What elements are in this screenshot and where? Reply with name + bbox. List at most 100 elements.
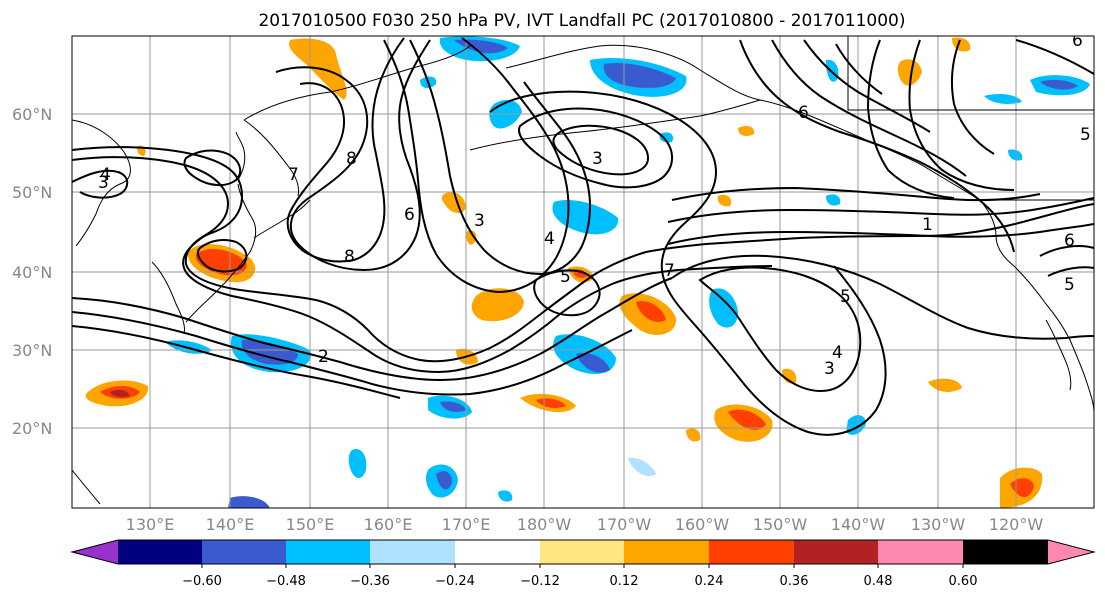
contour-label: 5 [840, 287, 851, 307]
contour-label: 1 [922, 215, 933, 235]
pv-negative-anomaly [984, 94, 1022, 104]
contour-line [951, 39, 995, 155]
contour-line [72, 311, 633, 396]
pv-negative-anomaly [1040, 79, 1078, 90]
baja-coast [1045, 319, 1072, 391]
pv-negative-anomaly [348, 448, 367, 479]
alaska-coast [505, 44, 981, 201]
contour-line [671, 186, 1041, 202]
colorbar-tick-label: 0.36 [780, 574, 809, 589]
contour-label: 3 [474, 211, 485, 231]
contour-line [518, 107, 673, 189]
contour-line [1039, 245, 1094, 257]
pv-negative-anomaly [436, 471, 452, 490]
pv-positive-anomaly [110, 389, 130, 398]
contour-line [552, 124, 650, 176]
lon-label: 130°E [126, 515, 175, 534]
pv-negative-anomaly [826, 194, 841, 206]
contour-label: 4 [832, 343, 843, 363]
colorbar-tick-label: −0.36 [350, 574, 390, 589]
contour-label: 3 [98, 173, 109, 193]
contour-line [489, 90, 887, 436]
lon-label: 130°W [911, 515, 966, 534]
pv-positive-anomaly [686, 428, 701, 442]
pv-negative-anomaly [228, 496, 270, 508]
contour-line [667, 197, 1094, 223]
longitude-labels: 130°E 140°E 150°E 160°E 170°E 180°W 170°… [126, 515, 1044, 534]
colorbar-segment [709, 540, 794, 564]
contour-label: 6 [404, 205, 415, 225]
contour-line [667, 223, 1094, 245]
colorbar-tick-label: 0.60 [949, 574, 978, 589]
west-pacific-islands [72, 469, 101, 505]
pv-positive-anomaly [738, 126, 755, 136]
contour-line [771, 39, 967, 177]
contour-line [1047, 266, 1094, 277]
contour-line [72, 325, 401, 399]
contour-line [533, 269, 601, 317]
lon-label: 180°W [517, 515, 572, 534]
colorbar-segment [202, 540, 286, 564]
colorbar-tick-label: −0.60 [182, 574, 222, 589]
contour-line [286, 37, 405, 263]
contour-line [908, 39, 1015, 191]
colorbar-segment [540, 540, 624, 564]
colorbar-tick-label: 0.24 [695, 574, 724, 589]
pv-negative-anomaly [1008, 149, 1023, 161]
contour-label: 3 [824, 359, 835, 379]
lon-label: 170°W [597, 515, 652, 534]
colorbar-ticks [201, 564, 964, 568]
coastlines [72, 36, 1094, 505]
lon-label: 160°W [675, 515, 730, 534]
contour-line [196, 239, 248, 273]
pv-positive-anomaly [928, 378, 962, 392]
colorbar-tick-label: −0.48 [266, 574, 306, 589]
colorbar-segment [370, 540, 455, 564]
contour-label: 8 [346, 149, 357, 169]
pv-negative-anomaly [628, 457, 656, 477]
korea-coast [151, 261, 185, 335]
pv-negative-anomaly [241, 339, 298, 365]
japan-coast [185, 183, 257, 323]
kamchatka-coast [243, 119, 299, 197]
contour-line [383, 37, 570, 294]
asia-coast [72, 119, 131, 247]
kuril-islands [253, 199, 311, 239]
pv-negative-anomaly [498, 490, 513, 502]
contour-line [1015, 39, 1094, 75]
lon-label: 170°E [442, 515, 491, 534]
contour-line [72, 156, 773, 374]
ivt-contours [72, 37, 1094, 436]
contour-line [72, 169, 129, 199]
contour-label: 8 [344, 247, 355, 267]
pv-negative-anomaly [659, 132, 674, 143]
map-area: 3 4 7 8 6 8 3 4 5 3 7 1 5 3 4 2 6 5 6 5 … [72, 36, 1094, 508]
colorbar-tick-label: −0.12 [520, 574, 560, 589]
colorbar-segment [963, 540, 1048, 564]
contour-label: 3 [592, 149, 603, 169]
pv-positive-anomaly [466, 230, 477, 245]
lon-label: 140°W [831, 515, 886, 534]
contour-label: 4 [100, 165, 111, 185]
sakhalin-coast [235, 131, 246, 181]
contour-line [275, 39, 431, 272]
colorbar-outline [70, 539, 1096, 565]
colorbar-tick-label: 0.12 [610, 574, 639, 589]
contour-label: 7 [664, 261, 675, 281]
contour-line [72, 146, 1094, 363]
colorbar-tick-label: −0.24 [435, 574, 475, 589]
map-frame [71, 35, 1095, 509]
contour-label: 7 [288, 165, 299, 185]
lon-label: 150°W [753, 515, 808, 534]
lon-label: 140°E [206, 515, 255, 534]
contour-label: 5 [1080, 125, 1091, 145]
contour-line [803, 39, 931, 133]
pv-negative-anomaly [709, 288, 738, 328]
contour-line [671, 254, 1094, 340]
contour-label: 2 [318, 347, 329, 367]
pv-negative-anomaly [603, 62, 676, 88]
colorbar-segment [794, 540, 878, 564]
contour-line [183, 149, 242, 186]
lat-label: 30°N [12, 341, 52, 360]
